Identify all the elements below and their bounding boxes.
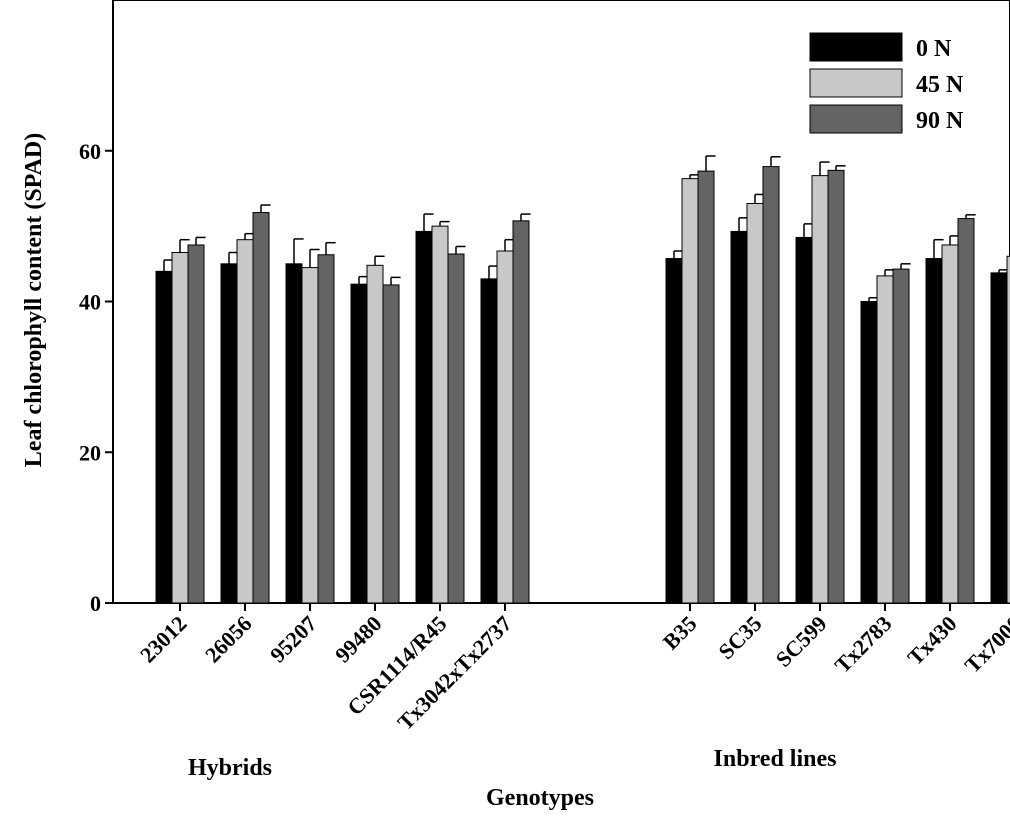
bar — [496, 250, 514, 604]
bar — [431, 225, 449, 604]
y-tick-label: 0 — [90, 591, 101, 616]
bar — [665, 258, 683, 604]
bar — [252, 212, 270, 604]
bar — [480, 278, 498, 604]
bar — [447, 253, 465, 604]
y-axis: 0 20 40 60 — [79, 139, 113, 616]
y-tick-label: 40 — [79, 290, 101, 315]
x-tick-label: 23012 — [135, 611, 192, 668]
bar — [1006, 255, 1010, 604]
group-label-inbred-lines: Inbred lines — [714, 746, 837, 772]
x-tick-label: 99480 — [330, 611, 387, 668]
x-tick-label: 95207 — [265, 611, 322, 668]
x-tick-label: B35 — [658, 611, 702, 655]
bar — [892, 268, 910, 604]
bar — [746, 203, 764, 604]
x-tick-label: SC599 — [771, 611, 832, 672]
x-axis-title: Genotypes — [486, 785, 594, 811]
legend-label: 45 N — [916, 72, 964, 98]
x-tick-label: Tx3042xTx2737 — [393, 611, 517, 735]
bar — [171, 252, 189, 604]
legend-label: 0 N — [916, 36, 952, 62]
bar — [236, 239, 254, 604]
bar — [512, 220, 530, 604]
bars-layer — [155, 155, 1010, 604]
legend-swatch — [809, 104, 903, 134]
bar — [415, 230, 433, 604]
x-tick-label: Tx430 — [902, 611, 961, 670]
group-label-hybrids: Hybrids — [188, 755, 272, 781]
y-axis-title: Leaf chlorophyll content (SPAD) — [21, 133, 47, 467]
bar — [860, 301, 878, 604]
y-tick-label: 60 — [79, 139, 101, 164]
bar — [990, 272, 1008, 604]
x-tick-label: 26056 — [200, 611, 257, 668]
bar — [811, 175, 829, 604]
bar — [155, 270, 173, 604]
bar — [285, 263, 303, 604]
bar — [957, 218, 975, 604]
bar — [762, 166, 780, 604]
legend-swatch — [809, 32, 903, 62]
bar — [941, 244, 959, 604]
bar — [220, 263, 238, 604]
legend-swatch — [809, 68, 903, 98]
x-tick-label: Tx2783 — [830, 611, 897, 678]
legend-label: 90 N — [916, 108, 964, 134]
bar — [382, 284, 400, 604]
x-tick-label: SC35 — [713, 611, 766, 664]
bar — [827, 169, 845, 604]
bar — [366, 264, 384, 604]
bar — [730, 230, 748, 604]
bar — [681, 178, 699, 604]
y-tick-label: 20 — [79, 440, 101, 465]
bar — [697, 170, 715, 604]
x-axis: 23012 26056 95207 99480CSR1114/R45Tx3042xTx… — [135, 603, 1010, 735]
bar — [187, 244, 205, 604]
bar — [925, 258, 943, 604]
bar — [301, 267, 319, 604]
legend: 0 N 45 N 90 N — [809, 32, 964, 134]
bar — [350, 283, 368, 604]
bar — [876, 275, 894, 604]
bar — [795, 236, 813, 604]
x-tick-label: Tx7000 — [960, 611, 1010, 678]
bar — [317, 254, 335, 604]
